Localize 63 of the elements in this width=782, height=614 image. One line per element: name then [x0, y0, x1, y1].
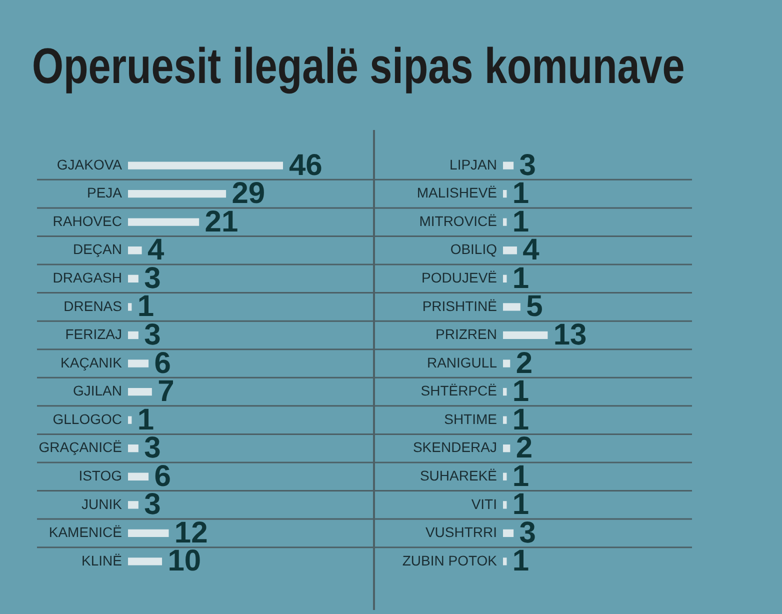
- bar: [128, 331, 138, 340]
- y-tick-label: GJILAN: [72, 382, 122, 399]
- y-tick-label: PEJA: [86, 184, 123, 201]
- y-tick-label: DRENAS: [64, 298, 122, 314]
- data-label: 46: [289, 148, 322, 182]
- bar: [503, 529, 514, 538]
- bar: [503, 274, 507, 282]
- y-tick-label: LIPJAN: [450, 156, 497, 172]
- bar: [128, 246, 142, 254]
- bar: [503, 331, 548, 340]
- data-label: 13: [553, 318, 587, 352]
- bar: [128, 190, 226, 198]
- y-tick-label: RAHOVEC: [52, 212, 122, 229]
- y-tick-label: ISTOG: [78, 467, 122, 484]
- y-tick-label: VITI: [471, 496, 497, 512]
- bar: [128, 360, 149, 368]
- bar: [503, 472, 507, 480]
- y-tick-label: KAMENICË: [48, 524, 122, 540]
- chart-title: Operuesit ilegalë sipas komunave: [32, 37, 685, 96]
- y-tick-label: FERIZAJ: [65, 326, 122, 342]
- y-tick-label: DEÇAN: [72, 241, 122, 258]
- y-tick-label: GJAKOVA: [56, 156, 123, 172]
- y-tick-label: GRAÇANICË: [38, 439, 122, 456]
- y-tick-label: PODUJEVË: [422, 270, 497, 286]
- y-tick-label: ZUBIN POTOK: [402, 552, 498, 568]
- bar: [128, 444, 138, 452]
- bar: [503, 501, 507, 509]
- bar: [503, 444, 510, 452]
- bar: [128, 501, 138, 509]
- bar: [503, 360, 510, 368]
- y-tick-label: PRISHTINË: [422, 298, 497, 314]
- y-tick-label: OBILIQ: [450, 241, 498, 258]
- bar: [503, 303, 520, 311]
- y-tick-label: SUHAREKË: [420, 467, 497, 484]
- bar: [128, 303, 132, 311]
- bar: [128, 274, 138, 282]
- bar: [503, 190, 507, 198]
- bar: [503, 246, 517, 254]
- bar: [128, 472, 149, 480]
- y-tick-label: VUSHTRRI: [425, 524, 497, 540]
- bar: [503, 388, 507, 396]
- y-tick-label: MALISHEVË: [416, 184, 497, 201]
- y-tick-label: KAÇANIK: [60, 354, 123, 370]
- bar: [128, 218, 200, 226]
- bar: [503, 558, 507, 566]
- bar: [128, 529, 169, 538]
- bar: [128, 388, 152, 396]
- y-tick-label: SHTËRPCË: [420, 382, 497, 399]
- bar: [128, 416, 132, 424]
- y-tick-label: GLLOGOC: [52, 410, 122, 427]
- bar: [503, 218, 507, 226]
- y-tick-label: RANIGULL: [426, 354, 498, 370]
- y-tick-label: JUNIK: [82, 496, 123, 512]
- y-tick-label: SHTIME: [444, 410, 497, 427]
- y-tick-label: KLINË: [82, 552, 122, 568]
- y-tick-label: DRAGASH: [52, 270, 122, 286]
- bar: [503, 416, 507, 424]
- bar: [128, 162, 283, 170]
- y-tick-label: MITROVICË: [419, 212, 497, 229]
- bar: [128, 558, 162, 566]
- y-tick-label: PRIZREN: [436, 326, 497, 342]
- y-tick-label: SKENDERAJ: [412, 439, 497, 456]
- bar: [503, 162, 514, 170]
